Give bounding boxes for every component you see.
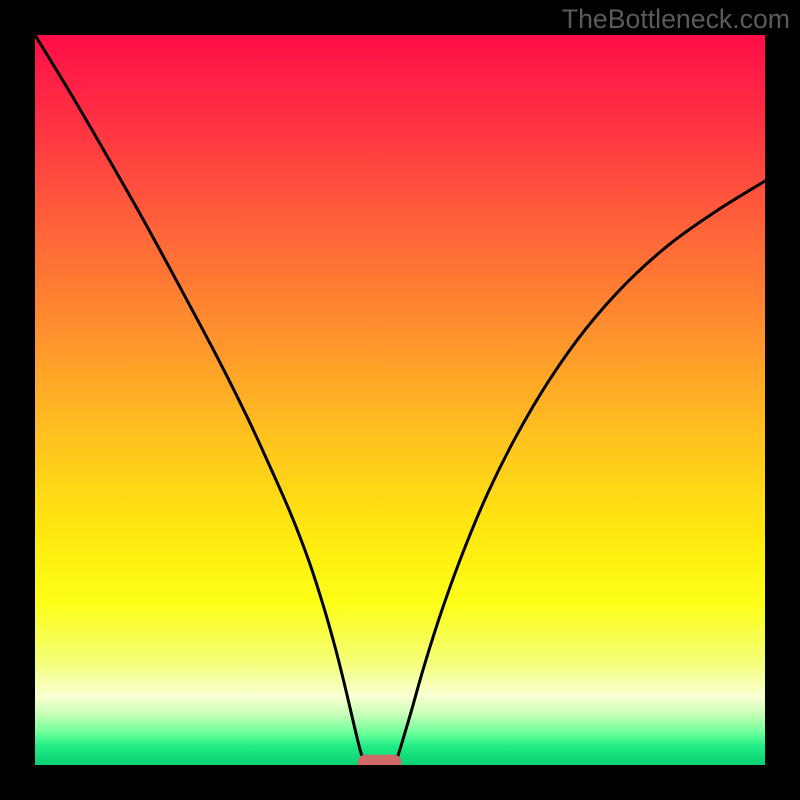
bottleneck-chart — [0, 0, 800, 800]
chart-plot-area — [35, 35, 765, 765]
chart-stage: TheBottleneck.com — [0, 0, 800, 800]
